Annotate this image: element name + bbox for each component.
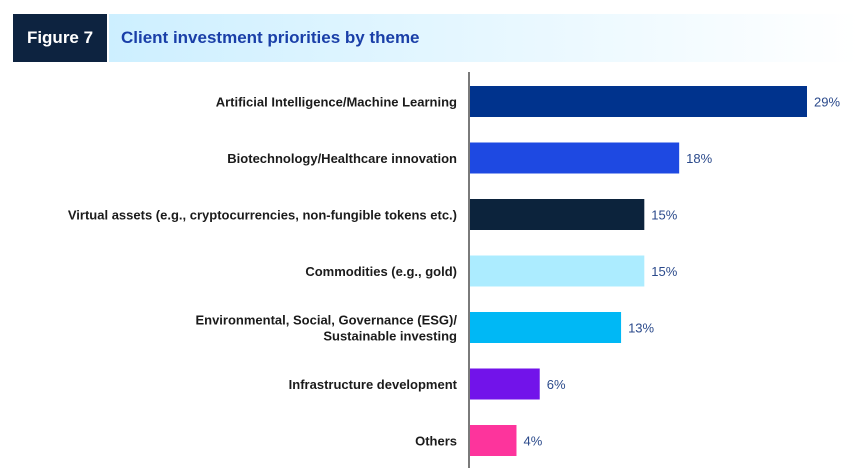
- bar-2: [470, 199, 645, 230]
- category-label-4-1: Sustainable investing: [323, 329, 457, 344]
- value-label-0: 29%: [814, 95, 840, 110]
- category-label-2-0: Virtual assets (e.g., cryptocurrencies, …: [68, 208, 457, 223]
- bar-1: [470, 142, 680, 174]
- value-label-3: 15%: [651, 264, 677, 279]
- bars-group: 29% Artificial Intelligence/Machine Learn…: [68, 86, 840, 456]
- value-label-6: 4%: [523, 434, 542, 449]
- figure-title: Client investment priorities by theme: [109, 14, 859, 62]
- bar-3: [470, 255, 645, 287]
- value-label-1: 18%: [686, 151, 712, 166]
- value-label-4: 13%: [628, 321, 654, 336]
- bar-4: [470, 312, 622, 343]
- category-label-1-0: Biotechnology/Healthcare innovation: [227, 151, 457, 166]
- bar-6: [470, 425, 517, 456]
- category-label-3-0: Commodities (e.g., gold): [305, 264, 457, 279]
- category-label-5-0: Infrastructure development: [289, 377, 458, 392]
- category-label-4-0: Environmental, Social, Governance (ESG)/: [195, 313, 457, 328]
- value-label-5: 6%: [547, 377, 566, 392]
- category-label-0-0: Artificial Intelligence/Machine Learning: [216, 95, 457, 110]
- category-label-6-0: Others: [415, 434, 457, 449]
- bar-0: [470, 86, 807, 117]
- figure-label: Figure 7: [13, 14, 107, 62]
- value-label-2: 15%: [651, 208, 677, 223]
- bar-5: [470, 368, 540, 400]
